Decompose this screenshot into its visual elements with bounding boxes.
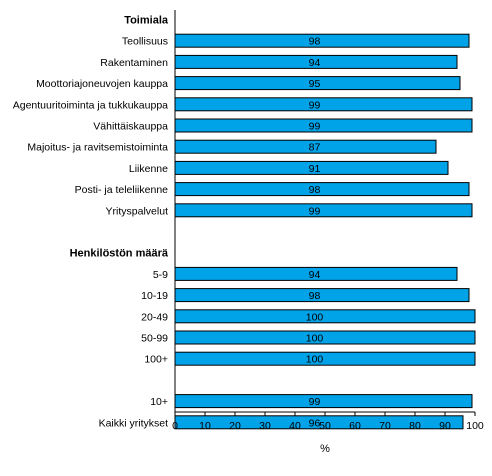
bar-vahittaiskauppa [174, 118, 473, 133]
data-label-50-99: 100 [306, 333, 324, 345]
category-label-5-9: 5-9 [153, 269, 168, 281]
category-label-teollisuus: Teollisuus [122, 36, 168, 48]
category-label-agentuuritoiminta-ja-tukkukauppa: Agentuuritoiminta ja tukkukauppa [13, 99, 168, 111]
bar-50-99 [174, 330, 476, 345]
category-label-vahittaiskauppa: Vähittäiskauppa [93, 121, 168, 133]
data-label-rakentaminen: 94 [309, 57, 321, 69]
x-tick-label-80: 80 [409, 420, 421, 432]
category-label-10-19: 10-19 [141, 290, 168, 302]
bar-kaikki-yritykset [174, 415, 464, 430]
bar-teollisuus [174, 33, 470, 48]
category-label-100-plus: 100+ [144, 354, 168, 366]
data-label-liikenne: 91 [309, 163, 321, 175]
category-label-rakentaminen: Rakentaminen [100, 57, 168, 69]
data-label-majoitus-ja-ravitsemistoiminta: 87 [309, 142, 321, 154]
x-tick-label-60: 60 [349, 420, 361, 432]
category-label-majoitus-ja-ravitsemistoiminta: Majoitus- ja ravitsemistoiminta [27, 142, 168, 154]
x-tick-label-30: 30 [259, 420, 271, 432]
category-label-yrityspalvelut: Yrityspalvelut [106, 205, 169, 217]
x-tick-label-20: 20 [229, 420, 241, 432]
category-label-20-49: 20-49 [141, 311, 168, 323]
data-label-posti-ja-teleliikenne: 98 [309, 184, 321, 196]
x-tick-label-90: 90 [439, 420, 451, 432]
bar-agentuuritoiminta-ja-tukkukauppa [174, 97, 473, 112]
category-label-posti-ja-teleliikenne: Posti- ja teleliikenne [75, 184, 169, 196]
x-tick-label-100: 100 [466, 420, 484, 432]
data-label-20-49: 100 [306, 311, 324, 323]
data-label-5-9: 94 [309, 269, 321, 281]
category-labels-layer: Toimiala Teollisuus Rakentaminen Moottoriaj… [13, 15, 169, 430]
x-tick-label-10: 10 [199, 420, 211, 432]
bar-majoitus-ja-ravitsemistoiminta [174, 139, 437, 154]
bar-yrityspalvelut [174, 203, 473, 218]
data-label-moottoriajoneuvojen-kauppa: 95 [309, 78, 321, 90]
data-label-100-plus: 100 [306, 354, 324, 366]
data-label-kaikki-yritykset: 96 [309, 417, 321, 429]
x-tick-label-50: 50 [319, 420, 331, 432]
category-label-liikenne: Liikenne [129, 163, 168, 175]
bar-10-plus [174, 394, 473, 409]
group-header-toimiala: Toimiala [124, 15, 169, 27]
bar-10-19 [174, 288, 470, 303]
data-label-10-plus: 99 [309, 396, 321, 408]
x-axis: 0 10 20 30 40 50 60 70 80 90 100 [172, 10, 484, 432]
data-label-teollisuus: 98 [309, 36, 321, 48]
bar-posti-ja-teleliikenne [174, 182, 470, 197]
category-label-10-plus: 10+ [150, 396, 168, 408]
group-header-henkiloston-maara: Henkilöstön määrä [70, 248, 169, 260]
x-tick-label-0: 0 [172, 420, 178, 432]
x-axis-title: % [320, 443, 330, 455]
category-label-moottoriajoneuvojen-kauppa: Moottoriajoneuvojen kauppa [36, 78, 168, 90]
data-label-10-19: 98 [309, 290, 321, 302]
data-label-vahittaiskauppa: 99 [309, 121, 321, 133]
category-label-kaikki-yritykset: Kaikki yritykset [99, 417, 169, 429]
x-tick-label-70: 70 [379, 420, 391, 432]
x-tick-label-40: 40 [289, 420, 301, 432]
category-label-50-99: 50-99 [141, 333, 168, 345]
bar-100-plus [174, 351, 476, 366]
bar-20-49 [174, 309, 476, 324]
data-label-yrityspalvelut: 99 [309, 205, 321, 217]
data-label-agentuuritoiminta-ja-tukkukauppa: 99 [309, 99, 321, 111]
